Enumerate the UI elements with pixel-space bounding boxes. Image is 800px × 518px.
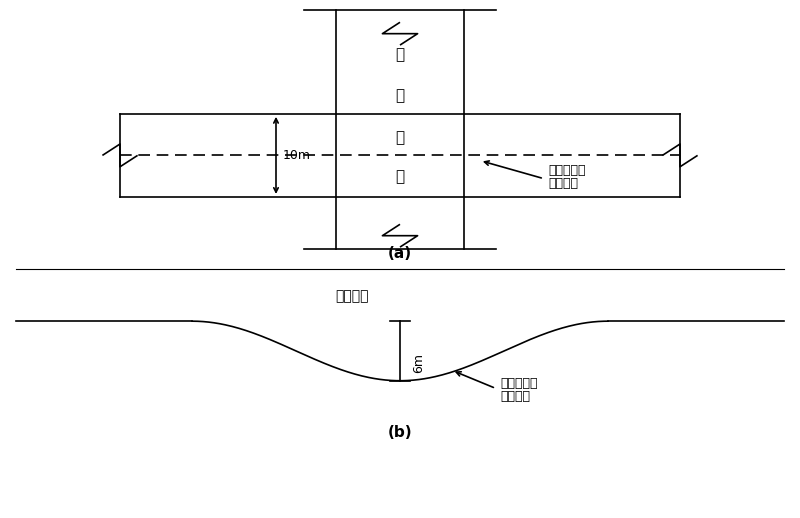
- Text: 混凝土路: 混凝土路: [548, 177, 578, 191]
- Text: 下沉式水泥: 下沉式水泥: [548, 164, 586, 178]
- Text: 高: 高: [395, 47, 405, 62]
- Text: 6m: 6m: [412, 353, 425, 372]
- Text: 路: 路: [395, 170, 405, 184]
- Text: 混凝土路: 混凝土路: [500, 390, 530, 403]
- Text: 公: 公: [395, 130, 405, 145]
- Text: 高速公路: 高速公路: [335, 289, 369, 303]
- Text: 10m: 10m: [282, 149, 310, 162]
- Text: 下沉式水泥: 下沉式水泥: [500, 377, 538, 390]
- Text: (a): (a): [388, 247, 412, 261]
- Text: (b): (b): [388, 425, 412, 440]
- Text: 速: 速: [395, 89, 405, 103]
